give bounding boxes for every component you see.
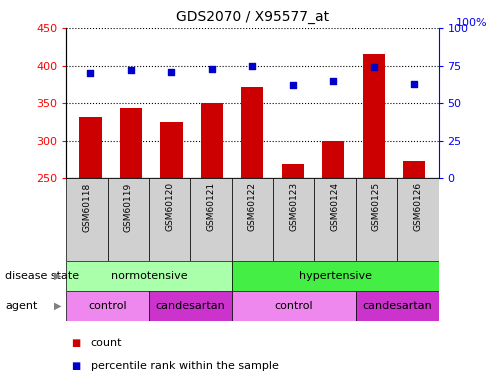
Bar bbox=[322, 141, 344, 366]
Bar bbox=[315, 178, 356, 261]
Point bbox=[370, 64, 378, 70]
Point bbox=[329, 78, 337, 84]
Text: GSM60119: GSM60119 bbox=[123, 182, 133, 231]
Bar bbox=[232, 291, 356, 321]
Point bbox=[410, 81, 418, 87]
Bar bbox=[66, 291, 149, 321]
Text: count: count bbox=[91, 338, 122, 348]
Text: percentile rank within the sample: percentile rank within the sample bbox=[91, 361, 278, 370]
Bar bbox=[273, 178, 315, 261]
Text: agent: agent bbox=[5, 301, 37, 310]
Bar bbox=[201, 103, 223, 366]
Bar bbox=[66, 261, 232, 291]
Text: GSM60121: GSM60121 bbox=[206, 182, 216, 231]
Bar bbox=[282, 164, 304, 366]
Text: disease state: disease state bbox=[5, 271, 79, 280]
Bar bbox=[363, 54, 385, 366]
Bar bbox=[79, 117, 101, 366]
Text: GSM60123: GSM60123 bbox=[289, 182, 298, 231]
Bar bbox=[403, 161, 425, 366]
Text: candesartan: candesartan bbox=[155, 301, 225, 310]
Point bbox=[168, 69, 175, 75]
Bar bbox=[356, 291, 439, 321]
Bar bbox=[190, 178, 232, 261]
Text: GSM60122: GSM60122 bbox=[248, 182, 257, 231]
Text: ■: ■ bbox=[71, 361, 80, 370]
Title: GDS2070 / X95577_at: GDS2070 / X95577_at bbox=[176, 10, 329, 24]
Text: GSM60118: GSM60118 bbox=[82, 182, 91, 231]
Y-axis label: 100%: 100% bbox=[456, 18, 488, 28]
Text: ■: ■ bbox=[71, 338, 80, 348]
Bar bbox=[107, 178, 149, 261]
Text: GSM60120: GSM60120 bbox=[165, 182, 174, 231]
Text: ▶: ▶ bbox=[54, 301, 61, 310]
Point bbox=[248, 63, 256, 69]
Text: GSM60124: GSM60124 bbox=[331, 182, 340, 231]
Point bbox=[127, 67, 135, 73]
Bar bbox=[232, 178, 273, 261]
Bar bbox=[232, 261, 439, 291]
Bar bbox=[120, 108, 142, 366]
Bar bbox=[241, 87, 264, 366]
Bar bbox=[66, 178, 107, 261]
Text: GSM60125: GSM60125 bbox=[372, 182, 381, 231]
Bar bbox=[160, 122, 183, 366]
Text: control: control bbox=[88, 301, 127, 310]
Text: hypertensive: hypertensive bbox=[298, 271, 371, 280]
Bar bbox=[356, 178, 397, 261]
Point bbox=[87, 70, 95, 76]
Point bbox=[208, 66, 216, 72]
Bar bbox=[397, 178, 439, 261]
Point bbox=[289, 82, 297, 88]
Text: GSM60126: GSM60126 bbox=[414, 182, 422, 231]
Text: candesartan: candesartan bbox=[362, 301, 432, 310]
Text: normotensive: normotensive bbox=[111, 271, 187, 280]
Text: control: control bbox=[274, 301, 313, 310]
Bar bbox=[149, 291, 232, 321]
Text: ▶: ▶ bbox=[54, 271, 61, 280]
Bar bbox=[149, 178, 190, 261]
